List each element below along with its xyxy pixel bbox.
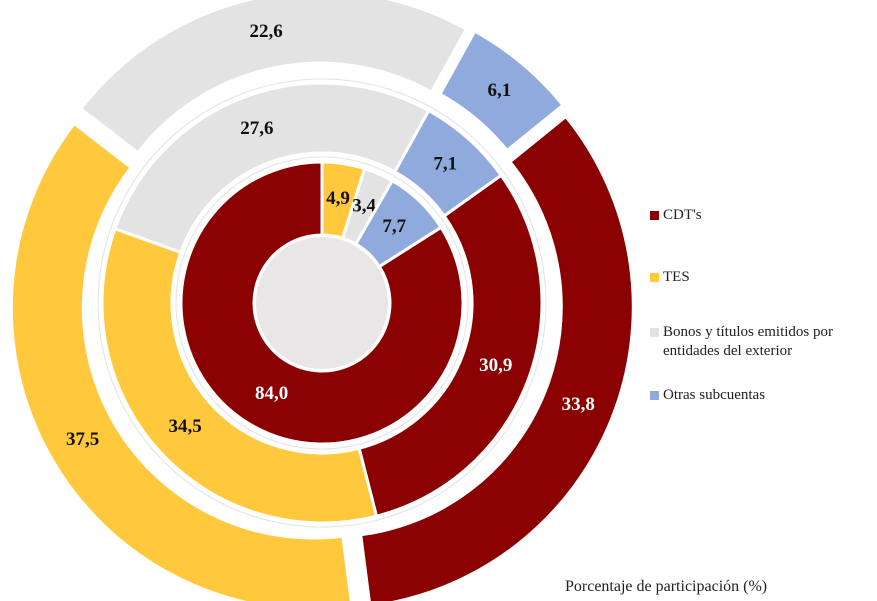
donut-segment [113,81,431,255]
legend-item: Otras subcuentas [650,386,870,405]
donut-segment [359,114,635,601]
legend-item: TES [650,268,870,287]
donut-segment [78,0,469,155]
data-label: 7,1 [433,153,457,174]
ring-gap [175,156,469,450]
data-label: 7,7 [382,216,406,237]
legend-item: CDT's [650,206,870,225]
data-label: 37,5 [66,429,99,450]
ring-gap [97,78,547,528]
data-label: 6,1 [487,80,511,101]
legend-label: CDT's [663,207,702,223]
data-label: 84,0 [255,383,288,404]
axis-note: Porcentaje de participación (%) [565,578,768,595]
donut-segment [437,29,566,153]
legend-swatch [650,391,659,400]
donut-segment [100,226,379,525]
data-label: 34,5 [169,416,202,437]
data-label: 30,9 [479,355,512,376]
legend-label: Bonos y títulos emitidos por entidades d… [663,324,834,359]
legend-swatch [650,273,659,282]
donut-hole [256,237,388,369]
data-label: 3,4 [352,196,376,217]
legend-label: Otras subcuentas [663,387,766,403]
legend-swatch [650,328,659,337]
data-label: 33,8 [562,394,595,415]
donut-segment [9,121,353,601]
data-label: 4,9 [326,188,350,209]
data-label: 27,6 [240,118,273,139]
donut-segment [179,160,465,446]
data-label: 22,6 [250,21,283,42]
legend-item: Bonos y títulos emitidos por entidades d… [650,323,870,361]
donut-segment [357,173,544,518]
legend-swatch [650,211,659,220]
legend-label: TES [663,269,690,285]
